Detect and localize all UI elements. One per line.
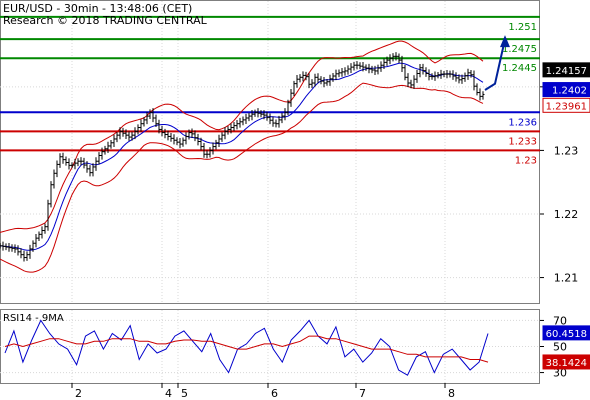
price-badge: 1.23961	[546, 101, 587, 112]
level-label: 1.23	[515, 155, 537, 166]
indicator-lines	[4, 319, 489, 376]
x-tick-label: 6	[271, 387, 278, 400]
level-label: 1.251	[508, 22, 537, 33]
price-levels: 1.251 1.2475 1.2445 1.236 1.233 1.23	[0, 15, 540, 166]
level-label: 1.233	[508, 136, 537, 147]
research-credit: Research © 2018 TRADING CENTRAL	[3, 14, 208, 27]
value-badges: 1.24157 1.2402 1.23961 60.4518 38.1424	[542, 62, 590, 370]
price-badge-bg	[542, 97, 590, 113]
price-bars	[0, 52, 485, 262]
indicator-badge-bg	[542, 325, 590, 341]
y-tick-label: 1.22	[554, 208, 579, 221]
rsi-line	[4, 319, 489, 376]
rsi-ma-line	[4, 335, 489, 363]
x-tick-label: 7	[359, 387, 366, 400]
y-tick-label: 1.23	[554, 144, 579, 157]
price-badge-bg	[542, 62, 590, 78]
x-tick-label: 5	[181, 387, 188, 400]
level-label: 1.2445	[502, 63, 537, 74]
projection-line	[484, 38, 506, 91]
indicator-badge-bg	[542, 354, 590, 370]
projection-arrowhead	[500, 35, 510, 48]
y-tick-label: 70	[553, 314, 567, 327]
x-tick-label: 4	[165, 387, 172, 400]
indicator-gridlines	[0, 310, 540, 383]
level-label: 1.236	[508, 117, 537, 128]
indicator-label: RSI14 - 9MA	[3, 313, 64, 324]
y-tick-label: 50	[553, 341, 567, 354]
indicator-badge: 60.4518	[546, 329, 587, 340]
x-tick-label: 8	[448, 387, 455, 400]
projection-arrow	[484, 35, 510, 91]
price-panel	[0, 0, 540, 304]
price-badge-bg	[542, 82, 590, 98]
price-badge: 1.2402	[552, 86, 587, 97]
lower-band	[0, 82, 484, 273]
y-tick-label: 30	[553, 367, 567, 380]
x-tick-label: 2	[75, 387, 82, 400]
symbol-title: EUR/USD - 30min - 13:48:06 (CET)	[3, 2, 192, 15]
y-tick-label: 1.21	[554, 272, 579, 285]
level-label: 1.2475	[502, 44, 537, 55]
upper-band	[0, 40, 484, 233]
indicator-badge: 38.1424	[546, 358, 587, 369]
price-badge: 1.24157	[546, 66, 587, 77]
